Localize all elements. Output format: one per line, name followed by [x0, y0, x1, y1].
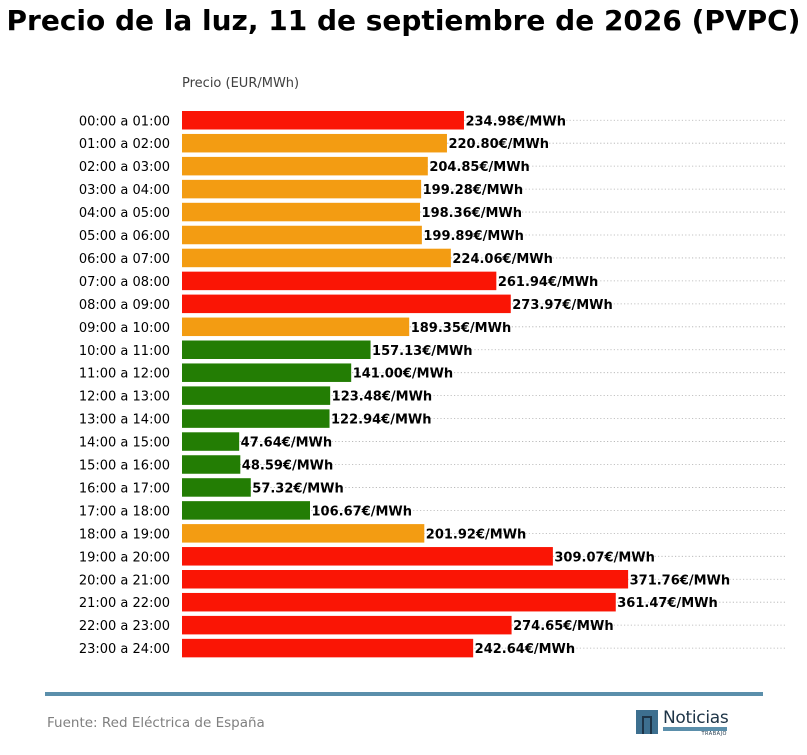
y-tick-label: 09:00 a 10:00 [79, 321, 170, 336]
y-tick-label: 13:00 a 14:00 [79, 413, 170, 428]
data-label: 122.94€/MWh [331, 413, 432, 428]
logo-wordmark: Noticias [663, 708, 729, 728]
bar [182, 156, 428, 176]
y-tick-label: 21:00 a 22:00 [79, 596, 170, 611]
data-label: 123.48€/MWh [332, 390, 433, 405]
data-label: 224.06€/MWh [452, 252, 553, 267]
data-label: 274.65€/MWh [513, 619, 614, 634]
y-tick-label: 10:00 a 11:00 [79, 344, 170, 359]
data-label: 309.07€/MWh [554, 550, 655, 565]
bar [182, 432, 240, 451]
bar [182, 111, 464, 130]
bar [182, 363, 352, 382]
y-tick-label: 19:00 a 20:00 [79, 550, 170, 565]
y-tick-label: 20:00 a 21:00 [79, 573, 170, 588]
bar [182, 592, 616, 612]
bar [182, 202, 421, 222]
bar [182, 340, 371, 359]
data-label: 220.80€/MWh [448, 137, 548, 152]
data-label: 234.98€/MWh [465, 114, 566, 129]
footer-divider [45, 692, 763, 696]
bar [182, 133, 447, 153]
bar [182, 570, 629, 589]
bar [182, 294, 511, 314]
bar [182, 271, 497, 291]
data-label: 204.85€/MWh [429, 160, 530, 175]
logo-subtitle: TRABAJO [663, 727, 727, 737]
data-label: 57.32€/MWh [252, 481, 343, 496]
y-tick-label: 03:00 a 04:00 [79, 183, 170, 198]
bar [182, 179, 422, 199]
bar [182, 386, 331, 405]
x-axis-label: Precio (EUR/MWh) [182, 76, 299, 91]
bar [182, 478, 251, 497]
publisher-logo: Noticias TRABAJO [636, 708, 746, 737]
y-tick-label: 08:00 a 09:00 [79, 298, 170, 313]
logo-mark-icon [636, 710, 658, 734]
data-label: 273.97€/MWh [512, 298, 613, 313]
data-label: 371.76€/MWh [630, 573, 731, 588]
y-tick-label: 23:00 a 24:00 [79, 642, 170, 657]
bar [182, 225, 422, 245]
bar [182, 455, 241, 474]
data-label: 189.35€/MWh [411, 321, 512, 336]
y-tick-label: 15:00 a 16:00 [79, 459, 170, 474]
y-tick-label: 00:00 a 01:00 [79, 114, 170, 129]
data-label: 199.28€/MWh [423, 183, 524, 198]
y-tick-label: 14:00 a 15:00 [79, 436, 170, 451]
y-tick-label: 18:00 a 19:00 [79, 527, 170, 542]
bar [182, 501, 311, 520]
bar [182, 524, 425, 543]
data-label: 261.94€/MWh [498, 275, 599, 290]
data-label: 141.00€/MWh [353, 367, 454, 382]
source-note: Fuente: Red Eléctrica de España [47, 715, 265, 731]
data-label: 242.64€/MWh [475, 642, 575, 657]
y-tick-label: 05:00 a 06:00 [79, 229, 170, 244]
data-label: 201.92€/MWh [426, 527, 526, 542]
bar [182, 248, 451, 268]
bar [182, 615, 512, 635]
y-tick-label: 07:00 a 08:00 [79, 275, 170, 290]
y-tick-label: 06:00 a 07:00 [79, 252, 170, 267]
y-tick-label: 22:00 a 23:00 [79, 619, 170, 634]
data-label: 198.36€/MWh [422, 206, 522, 221]
bar [182, 317, 410, 337]
data-label: 47.64€/MWh [241, 436, 332, 451]
bar [182, 638, 474, 658]
data-label: 157.13€/MWh [372, 344, 473, 359]
y-tick-label: 04:00 a 05:00 [79, 206, 170, 221]
data-label: 48.59€/MWh [242, 459, 333, 474]
data-label: 106.67€/MWh [312, 504, 413, 519]
y-tick-label: 02:00 a 03:00 [79, 160, 170, 175]
chart-title: Precio de la luz, 11 de septiembre de 20… [6, 4, 801, 37]
data-label: 199.89€/MWh [423, 229, 524, 244]
y-tick-label: 01:00 a 02:00 [79, 137, 170, 152]
y-tick-label: 12:00 a 13:00 [79, 390, 170, 405]
y-tick-label: 16:00 a 17:00 [79, 481, 170, 496]
bar-chart: Precio (EUR/MWh) 00:00 a 01:00 234.98€/MWh… [79, 76, 785, 658]
data-label: 361.47€/MWh [617, 596, 718, 611]
bar [182, 409, 330, 428]
y-tick-label: 17:00 a 18:00 [79, 504, 170, 519]
bar [182, 547, 553, 566]
y-tick-label: 11:00 a 12:00 [79, 367, 170, 382]
